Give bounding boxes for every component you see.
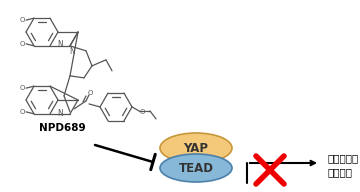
- Text: O: O: [139, 109, 145, 115]
- Text: YAP: YAP: [184, 142, 208, 155]
- Text: TEAD: TEAD: [179, 161, 213, 175]
- Text: O: O: [19, 109, 25, 115]
- Text: 増殖抑制: 増殖抑制: [327, 167, 352, 177]
- Text: がん細胞の: がん細胞の: [327, 153, 358, 163]
- Text: N: N: [57, 40, 63, 49]
- Text: O: O: [19, 85, 25, 91]
- Ellipse shape: [160, 154, 232, 182]
- Text: N: N: [57, 109, 63, 118]
- Text: O: O: [19, 41, 25, 47]
- Ellipse shape: [160, 133, 232, 163]
- Text: N: N: [69, 47, 75, 56]
- Text: NPD689: NPD689: [39, 123, 85, 133]
- Text: O: O: [87, 90, 93, 96]
- Text: O: O: [19, 17, 25, 23]
